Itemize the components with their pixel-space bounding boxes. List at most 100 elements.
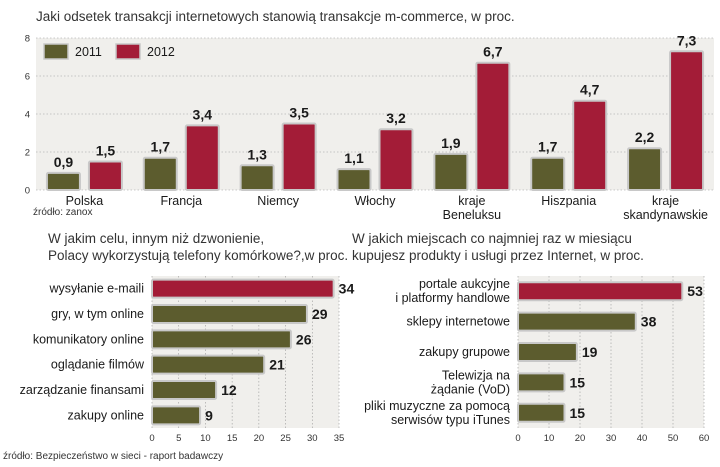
chart1-bar-2012 [184,124,220,191]
legend-2011-swatch [43,43,69,60]
chart1-category-label: Polska [66,194,104,208]
chart2-value-label: 21 [269,357,285,373]
chart1-bar-2011 [627,147,663,191]
chart3-bar [517,342,578,362]
chart1-category-label: Włochy [355,194,397,208]
chart2-value-label: 9 [205,407,213,423]
chart2-title: Polacy wykorzystują telefony komórkowe?,… [48,248,348,263]
chart3-x-tick: 40 [637,433,648,444]
chart2-bar [151,380,218,400]
chart2-category-label: komunikatory online [33,332,144,346]
chart2-title: W jakim celu, innym niż dzwonienie, [48,231,264,246]
chart1-category-label: kraje [458,194,485,208]
chart2-x-tick: 0 [149,433,154,444]
chart1-value-label-2012: 4,7 [580,82,600,98]
chart1-y-tick: 8 [25,34,30,45]
chart3-bar [517,281,684,302]
chart1-value-label-2011: 0,9 [54,154,74,170]
chart1-bar-2011 [336,168,372,192]
chart2-bar [151,278,335,299]
chart1-value-label-2011: 2,2 [635,129,655,145]
chart3-value-label: 38 [641,314,657,330]
chart3-title: W jakich miejscach co najmniej raz w mie… [352,231,632,246]
chart2-x-tick: 35 [334,433,345,444]
chart3-value-label: 15 [570,374,586,390]
chart3-title: kupujesz produkty i usługi przez Interne… [352,248,644,263]
chart1-y-tick: 6 [25,72,30,83]
chart1-category-label: Francja [160,194,202,208]
legend-2012-label: 2012 [147,45,175,59]
chart2-bar [151,329,292,350]
chart1-bar-2012 [669,50,705,191]
chart2-x-tick: 25 [280,433,291,444]
chart2-x-tick: 5 [176,433,181,444]
chart1-bar-2011 [45,171,81,191]
footer-source: źródło: Bezpieczeństwo w sieci - raport … [3,451,223,462]
chart1-bar-2012 [572,99,608,191]
chart2-bar [151,304,308,324]
chart2-value-label: 34 [339,281,355,297]
chart1-title: Jaki odsetek transakcji internetowych st… [36,9,515,24]
chart2-category-label: gry, w tym online [51,307,144,321]
chart2-plot-area [152,276,339,428]
chart3-bar [517,311,637,332]
chart1-category-label: Beneluksu [443,208,501,222]
chart3-category-label: portale aukcyjne [419,277,510,291]
chart1-value-label-2012: 6,7 [483,44,503,60]
chart2-value-label: 12 [221,382,237,398]
chart3-value-label: 53 [687,283,703,299]
legend-2012-swatch [115,43,141,60]
chart3-x-tick: 50 [668,433,679,444]
chart1-value-label-2012: 3,4 [193,106,213,122]
chart1-bar-2012 [475,61,511,192]
chart1-source: źródło: zanox [33,207,92,218]
chart1-bar-2011 [142,156,178,191]
chart2-value-label: 29 [312,306,328,322]
chart3-category-label: zakupy grupowe [419,345,510,359]
chart1-y-tick: 4 [25,110,30,121]
chart1-y-tick: 0 [25,186,30,197]
chart1-value-label-2012: 7,3 [677,32,697,48]
chart3-value-label: 15 [570,405,586,421]
chart1-value-label-2011: 1,1 [344,150,364,166]
chart2-x-tick: 30 [307,433,318,444]
chart1-value-label-2011: 1,7 [538,139,558,155]
chart3-x-tick: 60 [699,433,710,444]
chart1-bar-2012 [378,128,414,191]
chart3-category-label: i platformy handlowe [395,291,510,305]
chart2-category-label: wysyłanie e-maili [49,282,144,296]
chart1-bar-2011 [530,156,566,191]
chart3-x-tick: 0 [515,433,520,444]
legend-2011-label: 2011 [75,45,102,59]
chart3-category-label: pliki muzyczne za pomocą [364,399,510,413]
chart3-category-label: żądanie (VoD) [431,382,510,396]
chart1-bar-2012 [87,160,123,191]
chart1-value-label-2011: 1,7 [151,139,171,155]
chart1-category-label: Niemcy [257,194,299,208]
chart1-category-label: kraje [652,194,679,208]
chart3-bar [517,372,566,393]
chart2-x-tick: 15 [227,433,238,444]
chart1-value-label-2011: 1,9 [441,135,461,151]
chart2-bar [151,405,202,426]
chart1-value-label-2012: 1,5 [96,143,116,159]
chart1-bar-2012 [281,122,317,191]
chart3-x-tick: 30 [606,433,617,444]
chart1-value-label-2012: 3,2 [386,110,406,126]
chart1-category-label: skandynawskie [623,208,708,222]
chart3-category-label: serwisów typu iTunes [391,413,510,427]
chart2-bar [151,354,266,375]
chart1-value-label-2012: 3,5 [289,105,309,121]
chart2-category-label: zarządzanie finansami [20,383,144,397]
chart1-bar-2011 [239,164,275,192]
chart2-category-label: zakupy online [68,408,144,422]
chart1-value-label-2011: 1,3 [247,146,267,162]
chart2-category-label: oglądanie filmów [51,358,145,372]
chart3-category-label: sklepy internetowe [406,315,510,329]
chart1-y-tick: 2 [25,148,30,159]
chart1-bar-2011 [433,152,469,191]
chart3-category-label: Telewizja na [442,368,510,382]
chart3-x-tick: 10 [544,433,555,444]
